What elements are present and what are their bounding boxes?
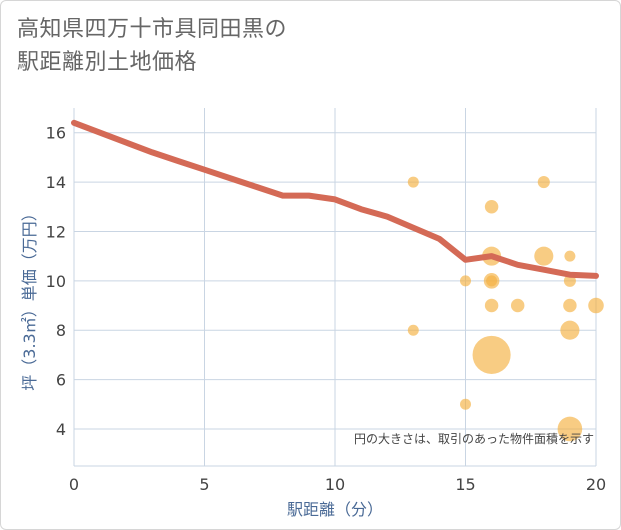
bubble-point — [460, 275, 471, 287]
x-tick-label: 15 — [455, 475, 475, 494]
y-tick-label: 10 — [46, 272, 66, 291]
y-tick-label: 6 — [56, 371, 66, 390]
bubble-point — [460, 398, 471, 410]
x-tick-label: 0 — [69, 475, 79, 494]
y-tick-label: 4 — [56, 420, 66, 439]
trend-line — [71, 119, 599, 279]
y-tick-label: 14 — [46, 173, 66, 192]
bubble-point — [560, 320, 580, 340]
grid-lines — [73, 108, 597, 467]
bubble-point — [557, 416, 583, 442]
bubble-size-note: 円の大きさは、取引のあった物件面積を示す — [354, 431, 594, 446]
bubble-point — [484, 298, 499, 313]
bubble-point — [537, 176, 550, 189]
y-tick-label: 12 — [46, 222, 66, 241]
y-tick-label: 16 — [46, 124, 66, 143]
bubble-point — [484, 200, 499, 214]
bubble-series — [407, 176, 604, 442]
x-tick-label: 20 — [586, 475, 606, 494]
y-axis-title: 坪（3.3㎡）単価（万円） — [20, 205, 39, 390]
x-tick-label: 10 — [325, 475, 345, 494]
bubble-point — [407, 324, 419, 336]
chart-title-line-2: 駅距離別土地価格 — [17, 50, 198, 75]
bubble-point — [534, 246, 554, 266]
bubble-point — [472, 335, 511, 374]
x-tick-label: 5 — [199, 475, 209, 494]
bubble-point — [563, 298, 577, 313]
bubble-point — [510, 298, 525, 313]
y-axis-ticks: 4 6 8 10 12 14 16 — [46, 124, 66, 439]
bubble-point — [588, 297, 604, 314]
x-axis-title: 駅距離（分） — [287, 500, 383, 519]
bubble-point — [486, 275, 498, 287]
bubble-point — [407, 176, 419, 188]
y-tick-label: 8 — [56, 321, 66, 340]
bubble-point — [564, 250, 576, 262]
x-axis-ticks: 0 5 10 15 20 — [69, 475, 606, 494]
chart-title: 高知県四万十市具同田黒の 駅距離別土地価格 — [17, 13, 377, 79]
chart-title-line-1: 高知県四万十市具同田黒の — [17, 17, 288, 42]
